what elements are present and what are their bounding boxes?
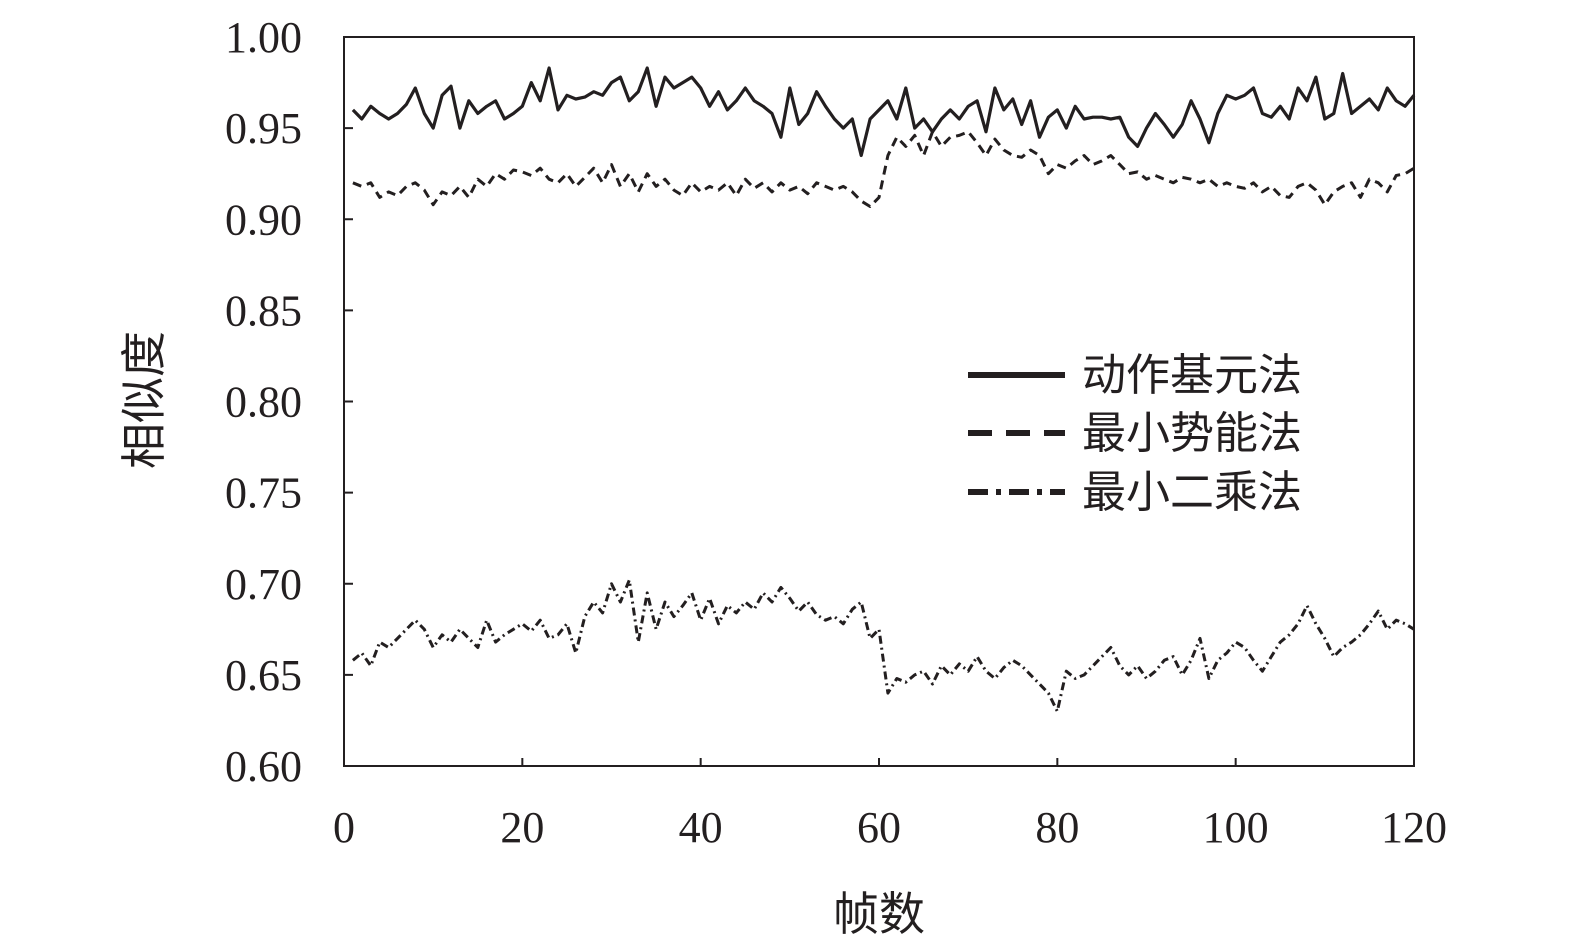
legend-item-solid: 动作基元法 bbox=[968, 350, 1302, 401]
x-tick-label: 20 bbox=[500, 803, 544, 852]
x-tick-label: 60 bbox=[857, 803, 901, 852]
y-tick-label: 0.70 bbox=[225, 560, 302, 609]
y-tick-label: 0.85 bbox=[225, 286, 302, 335]
y-tick-label: 0.80 bbox=[225, 378, 302, 427]
series-line-solid bbox=[351, 66, 1416, 158]
legend-label-dashed: 最小势能法 bbox=[1082, 408, 1302, 459]
x-tick-label: 80 bbox=[1035, 803, 1079, 852]
y-tick-label: 0.65 bbox=[225, 651, 302, 700]
x-axis: 0 20 40 60 80 100 120 bbox=[333, 758, 1447, 852]
x-axis-title: 帧数 bbox=[833, 887, 925, 941]
x-tick-label: 100 bbox=[1203, 803, 1269, 852]
legend-item-dashed: 最小势能法 bbox=[968, 408, 1302, 459]
x-tick-label: 0 bbox=[333, 803, 355, 852]
legend: 动作基元法 最小势能法 最小二乘法 bbox=[968, 350, 1302, 518]
x-tick-label: 120 bbox=[1381, 803, 1447, 852]
series-layer bbox=[351, 66, 1416, 713]
legend-label-solid: 动作基元法 bbox=[1082, 350, 1302, 401]
y-axis-title: 相似度 bbox=[117, 331, 171, 469]
series-line-dashed bbox=[352, 130, 1415, 208]
y-tick-label: 0.95 bbox=[225, 104, 302, 153]
y-tick-label: 0.90 bbox=[225, 195, 302, 244]
series-line-dashdot bbox=[351, 578, 1415, 713]
y-axis: 1.00 0.95 0.90 0.85 0.80 0.75 0.70 0.65 0.60 bbox=[225, 13, 353, 791]
y-tick-label: 0.60 bbox=[225, 742, 302, 791]
x-tick-label: 40 bbox=[679, 803, 723, 852]
legend-item-dashdot: 最小二乘法 bbox=[968, 467, 1302, 518]
y-tick-label: 1.00 bbox=[225, 13, 302, 62]
y-tick-label: 0.75 bbox=[225, 469, 302, 518]
legend-label-dashdot: 最小二乘法 bbox=[1082, 467, 1302, 518]
